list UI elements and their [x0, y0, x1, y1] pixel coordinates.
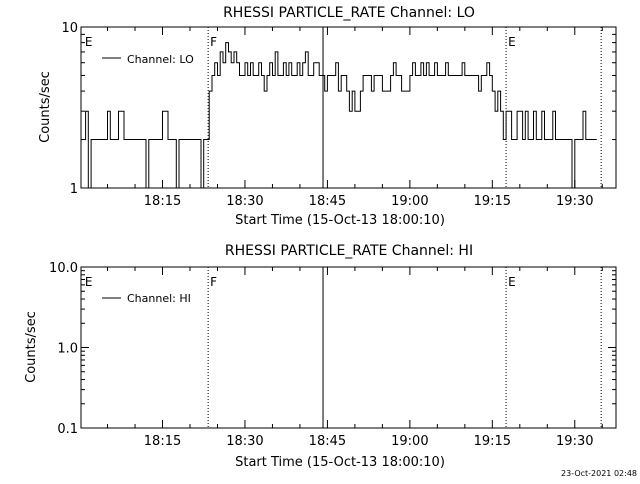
y-tick-label: 1 — [70, 182, 78, 197]
x-tick-label: 19:15 — [474, 194, 511, 209]
event-marker-label: E — [508, 275, 516, 289]
x-tick-label: 19:30 — [556, 194, 593, 209]
y-axis-label: Counts/sec — [38, 71, 53, 143]
x-tick-label: 18:30 — [226, 434, 263, 449]
x-tick-label: 19:15 — [474, 434, 511, 449]
footer-timestamp: 23-Oct-2021 02:48 — [561, 469, 637, 478]
chart-title: RHESSI PARTICLE_RATE Channel: LO — [223, 5, 475, 21]
x-tick-label: 19:00 — [391, 434, 428, 449]
x-axis-label: Start Time (15-Oct-13 18:00:10) — [235, 213, 445, 228]
x-tick-label: 18:45 — [309, 194, 346, 209]
x-tick-label: 18:30 — [226, 194, 263, 209]
event-marker-label: F — [210, 275, 217, 289]
y-tick-label: 1.0 — [57, 342, 78, 357]
x-tick-label: 19:30 — [556, 434, 593, 449]
legend-label: Channel: LO — [127, 53, 194, 66]
plot-frame — [80, 26, 617, 189]
event-marker-label: E — [508, 35, 516, 49]
event-marker-label: F — [210, 35, 217, 49]
x-tick-label: 18:15 — [144, 194, 181, 209]
series-line — [81, 42, 597, 189]
legend-label: Channel: HI — [127, 292, 191, 305]
event-marker-label: E — [85, 35, 93, 49]
panel-lo: RHESSI PARTICLE_RATE Channel: LO Start T… — [38, 5, 617, 228]
x-tick-label: 18:15 — [144, 434, 181, 449]
y-tick-label: 10 — [61, 21, 78, 36]
x-tick-label: 19:00 — [391, 194, 428, 209]
y-axis-label: Counts/sec — [24, 311, 39, 383]
y-tick-label: 0.1 — [57, 422, 78, 437]
y-tick-label: 10.0 — [49, 261, 78, 276]
panel-hi: RHESSI PARTICLE_RATE Channel: HI Start T… — [24, 243, 617, 470]
event-marker-label: E — [85, 275, 93, 289]
x-tick-label: 18:45 — [309, 434, 346, 449]
chart-title: RHESSI PARTICLE_RATE Channel: HI — [225, 243, 473, 259]
x-axis-label: Start Time (15-Oct-13 18:00:10) — [235, 455, 445, 470]
